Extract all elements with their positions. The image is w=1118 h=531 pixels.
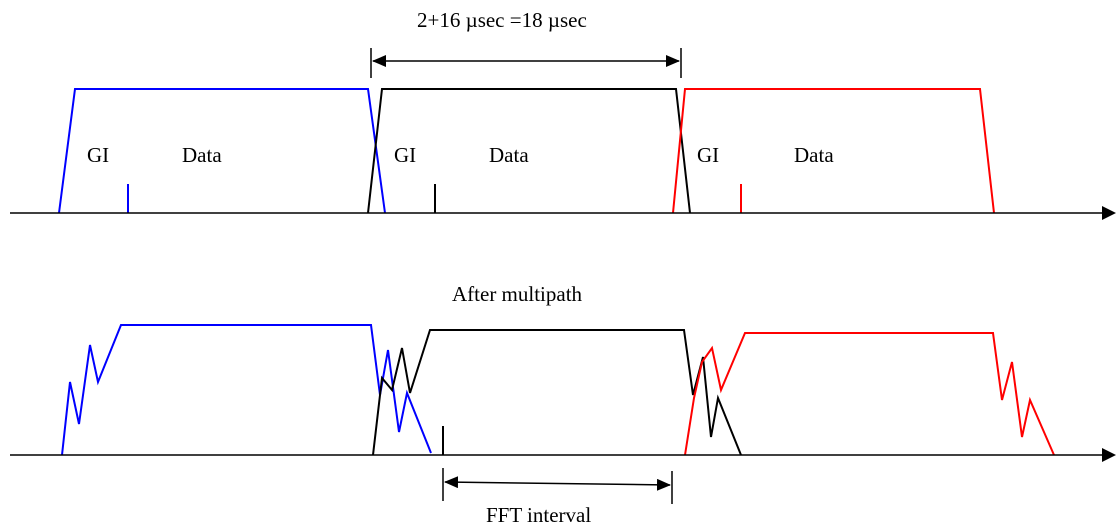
ideal-symbols: GI Data GI Data GI Data bbox=[58, 88, 995, 214]
symbol-2-multipath bbox=[372, 329, 742, 456]
fft-interval-label: FFT interval bbox=[486, 503, 591, 527]
after-multipath-label: After multipath bbox=[452, 282, 583, 306]
symbol-2-trapezoid bbox=[367, 88, 691, 214]
symbol-3-multipath bbox=[684, 332, 1055, 456]
fft-interval-arrow bbox=[444, 476, 671, 491]
symbol-2-data-label: Data bbox=[489, 143, 529, 167]
symbol-1-trapezoid bbox=[58, 88, 386, 214]
symbol-2-gi-label: GI bbox=[394, 143, 416, 167]
symbol-3-trapezoid bbox=[672, 88, 995, 214]
symbol-duration-label: 2+16 µsec =18 µsec bbox=[417, 8, 587, 32]
multipath-symbols bbox=[61, 324, 1055, 456]
symbol-3-gi-label: GI bbox=[697, 143, 719, 167]
symbol-1-gi-label: GI bbox=[87, 143, 109, 167]
symbol-3-data-label: Data bbox=[794, 143, 834, 167]
symbol-1-multipath bbox=[61, 324, 432, 456]
symbol-1-data-label: Data bbox=[182, 143, 222, 167]
